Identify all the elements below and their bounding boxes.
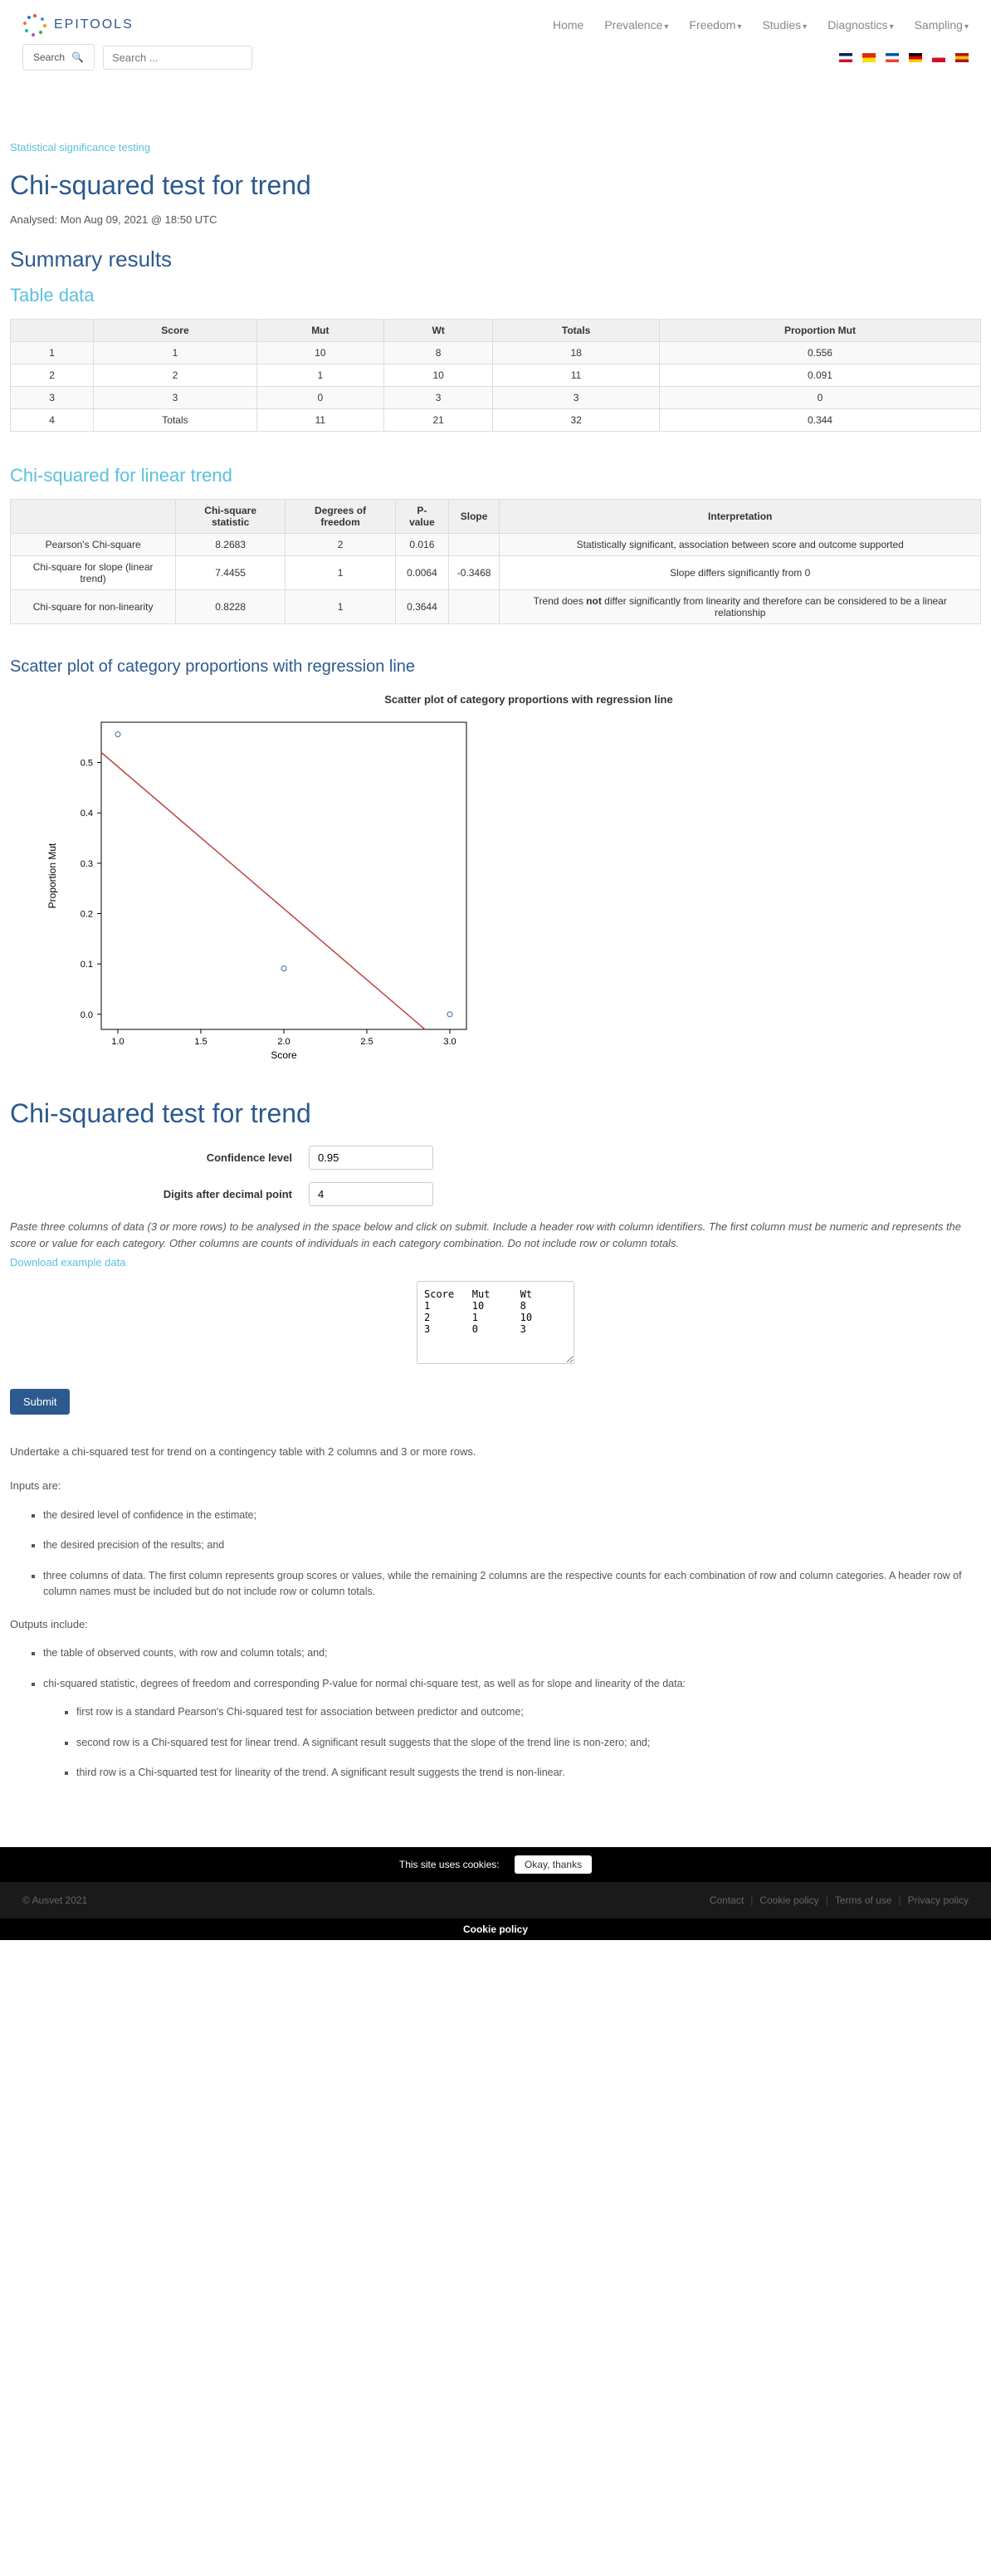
list-item: three columns of data. The first column … [43, 1568, 981, 1600]
table-row: 330330 [11, 387, 981, 409]
nav-home[interactable]: Home [553, 18, 583, 32]
search-input[interactable] [103, 46, 252, 70]
table-header: Totals [493, 320, 660, 342]
cookie-text: This site uses cookies: [399, 1859, 500, 1870]
search-label: Search [33, 51, 65, 63]
flag-es[interactable] [955, 53, 969, 62]
table-row: 11108180.556 [11, 342, 981, 364]
list-item: the table of observed counts, with row a… [43, 1645, 981, 1661]
nav-diagnostics[interactable]: Diagnostics▾ [827, 18, 893, 32]
svg-text:0.4: 0.4 [81, 809, 93, 819]
table-row: 22110110.091 [11, 364, 981, 387]
summary-heading: Summary results [10, 247, 981, 272]
inputs-heading: Inputs are: [10, 1478, 981, 1495]
cookie-policy-band[interactable]: Cookie policy [0, 1919, 991, 1940]
chart-section-heading: Scatter plot of category proportions wit… [10, 657, 981, 677]
cookie-bar: This site uses cookies: Okay, thanks [0, 1847, 991, 1882]
list-item: the desired precision of the results; an… [43, 1537, 981, 1553]
list-item: chi-squared statistic, degrees of freedo… [43, 1676, 981, 1781]
nav-studies[interactable]: Studies▾ [762, 18, 807, 32]
footer-copyright: © Ausvet 2021 [22, 1894, 87, 1906]
svg-text:2.0: 2.0 [277, 1037, 290, 1047]
chart: Scatter plot of category proportions wit… [10, 693, 981, 1065]
desc-intro: Undertake a chi-squared test for trend o… [10, 1444, 981, 1461]
svg-text:Proportion Mut: Proportion Mut [46, 843, 58, 908]
footer-link-terms-of-use[interactable]: Terms of use [835, 1894, 892, 1906]
table-data: ScoreMutWtTotalsProportion Mut11108180.5… [10, 319, 981, 432]
logo[interactable]: EPITOOLS [22, 12, 134, 37]
form-instructions: Paste three columns of data (3 or more r… [10, 1219, 981, 1251]
svg-text:1.0: 1.0 [111, 1037, 124, 1047]
table-row: 4Totals1121320.344 [11, 409, 981, 432]
table-header: Proportion Mut [659, 320, 980, 342]
outputs-list: the table of observed counts, with row a… [43, 1645, 981, 1781]
page-title: Chi-squared test for trend [10, 170, 981, 201]
table-row: Chi-square for slope (linear trend)7.445… [11, 556, 981, 590]
inputs-list: the desired level of confidence in the e… [43, 1508, 981, 1600]
digits-label: Digits after decimal point [10, 1188, 309, 1200]
flag-fr[interactable] [886, 53, 899, 62]
footer-link-cookie-policy[interactable]: Cookie policy [759, 1894, 818, 1906]
table-header: Degrees of freedom [286, 500, 396, 534]
svg-text:0.3: 0.3 [81, 859, 93, 869]
footer-link-contact[interactable]: Contact [710, 1894, 744, 1906]
table-header: Mut [256, 320, 383, 342]
search-wrapper: Search 🔍 [22, 44, 95, 71]
submit-button[interactable]: Submit [10, 1389, 70, 1415]
list-item: second row is a Chi-squared test for lin… [76, 1735, 981, 1751]
svg-text:3.0: 3.0 [443, 1037, 456, 1047]
svg-text:0.1: 0.1 [81, 960, 93, 970]
svg-text:1.5: 1.5 [194, 1037, 207, 1047]
nav-prevalence[interactable]: Prevalence▾ [604, 18, 668, 32]
flag-id[interactable] [932, 53, 945, 62]
main-nav: Home Prevalence▾ Freedom▾ Studies▾ Diagnosti… [553, 18, 969, 32]
list-item: third row is a Chi-squarted test for lin… [76, 1765, 981, 1781]
nav-sampling[interactable]: Sampling▾ [915, 18, 969, 32]
digits-input[interactable] [309, 1182, 433, 1206]
table-header: Slope [448, 500, 500, 534]
svg-text:0.2: 0.2 [81, 909, 93, 919]
table-row: Chi-square for non-linearity0.822810.364… [11, 590, 981, 624]
chart-title: Scatter plot of category proportions wit… [76, 693, 981, 706]
footer-link-privacy-policy[interactable]: Privacy policy [908, 1894, 969, 1906]
breadcrumb[interactable]: Statistical significance testing [10, 141, 981, 154]
table-data-heading: Table data [10, 285, 981, 306]
nav-freedom[interactable]: Freedom▾ [689, 18, 741, 32]
cookie-accept-button[interactable]: Okay, thanks [515, 1855, 592, 1874]
flag-uk[interactable] [839, 53, 852, 62]
table-row: Pearson's Chi-square8.268320.016Statisti… [11, 534, 981, 556]
table-header [11, 320, 94, 342]
list-item: first row is a standard Pearson's Chi-sq… [76, 1704, 981, 1720]
search-icon: 🔍 [71, 51, 84, 63]
logo-text: EPITOOLS [54, 17, 134, 32]
confidence-label: Confidence level [10, 1151, 309, 1164]
svg-text:2.5: 2.5 [360, 1037, 373, 1047]
flag-de[interactable] [909, 53, 922, 62]
form-heading: Chi-squared test for trend [10, 1098, 981, 1129]
table-trend: Chi-square statisticDegrees of freedomP-… [10, 499, 981, 624]
table-header [11, 500, 176, 534]
list-item: the desired level of confidence in the e… [43, 1508, 981, 1523]
svg-text:0.0: 0.0 [81, 1010, 93, 1020]
table-header: Score [94, 320, 257, 342]
trend-heading: Chi-squared for linear trend [10, 465, 981, 486]
table-header: Interpretation [500, 500, 981, 534]
svg-text:0.5: 0.5 [81, 759, 93, 769]
table-header: P-value [396, 500, 449, 534]
outputs-heading: Outputs include: [10, 1616, 981, 1634]
table-header: Chi-square statistic [176, 500, 286, 534]
flag-cn[interactable] [862, 53, 876, 62]
svg-text:Score: Score [271, 1049, 297, 1061]
analysed-timestamp: Analysed: Mon Aug 09, 2021 @ 18:50 UTC [10, 213, 981, 226]
data-textarea[interactable] [417, 1281, 574, 1364]
confidence-input[interactable] [309, 1146, 433, 1170]
download-example-link[interactable]: Download example data [10, 1256, 125, 1268]
table-header: Wt [383, 320, 492, 342]
